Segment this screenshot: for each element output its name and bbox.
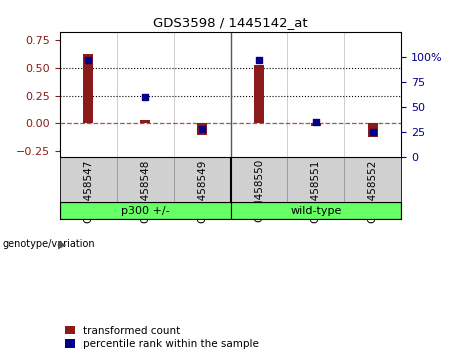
Text: GSM458550: GSM458550 xyxy=(254,159,264,222)
Bar xyxy=(311,124,321,126)
Text: GSM458552: GSM458552 xyxy=(367,159,378,223)
Text: wild-type: wild-type xyxy=(290,206,342,216)
Point xyxy=(85,57,92,63)
Bar xyxy=(83,54,94,124)
Bar xyxy=(254,65,264,124)
Point xyxy=(142,94,149,100)
Title: GDS3598 / 1445142_at: GDS3598 / 1445142_at xyxy=(153,16,308,29)
Bar xyxy=(197,124,207,135)
Point xyxy=(198,126,206,132)
Text: genotype/variation: genotype/variation xyxy=(2,239,95,249)
Point xyxy=(255,57,263,63)
Text: GSM458551: GSM458551 xyxy=(311,159,321,223)
Bar xyxy=(230,202,401,219)
Bar xyxy=(60,202,230,219)
Text: p300 +/-: p300 +/- xyxy=(121,206,170,216)
Point xyxy=(369,129,376,135)
Text: ▶: ▶ xyxy=(58,239,66,249)
Text: GSM458549: GSM458549 xyxy=(197,159,207,223)
Bar xyxy=(140,120,150,124)
Point xyxy=(312,119,319,125)
Legend: transformed count, percentile rank within the sample: transformed count, percentile rank withi… xyxy=(65,326,259,349)
Text: GSM458548: GSM458548 xyxy=(140,159,150,223)
Text: GSM458547: GSM458547 xyxy=(83,159,94,223)
Bar xyxy=(367,124,378,137)
